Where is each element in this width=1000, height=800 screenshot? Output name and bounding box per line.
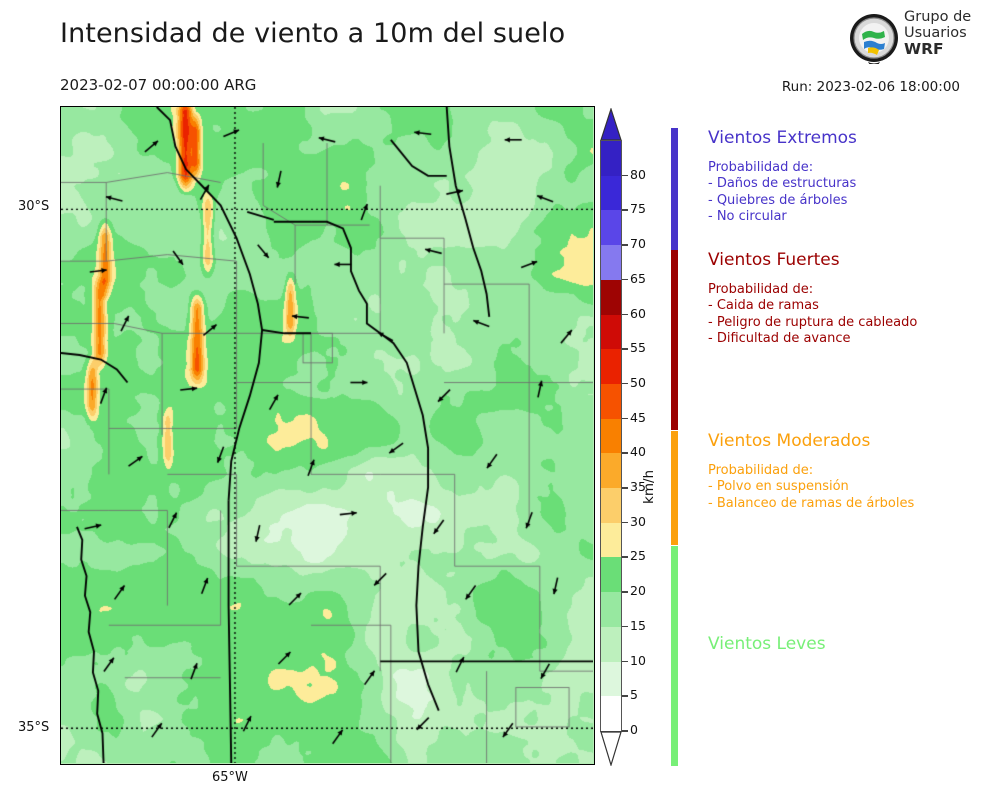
logo-line-2: Usuarios (904, 24, 967, 41)
colorbar-tick-20 (622, 591, 628, 593)
colorbar-tick-label-15: 15 (630, 617, 646, 633)
colorbar-tick-label-70: 70 (630, 236, 646, 252)
valid-time-label: 2023-02-07 00:00:00 ARG (60, 76, 257, 94)
globe-emblem-icon (850, 14, 898, 64)
colorbar-tick-30 (622, 521, 628, 524)
legend-detail-vientos-fuertes-0: Probabilidad de: (708, 282, 814, 297)
legend-detail-vientos-extremos-1: - Daños de estructuras (708, 176, 857, 192)
colorbar-tick-5 (622, 695, 628, 697)
legend-detail-vientos-fuertes-3: - Dificultad de avance (708, 330, 851, 346)
colorbar-band-40-45 (601, 418, 621, 454)
logo: Grupo de Usuarios WRF (848, 9, 998, 70)
colorbar-tick-60 (622, 313, 628, 316)
colorbar-tick-label-40: 40 (630, 444, 646, 460)
colorbar-tick-label-35: 35 (630, 479, 646, 495)
colorbar-tick-15 (622, 625, 628, 628)
colorbar-band-80-85 (601, 141, 621, 176)
colorbar-band-45-50 (601, 383, 621, 419)
lat-tick-label-35s: 35°S (18, 720, 50, 735)
legend-title-vientos-extremos: Vientos Extremos (708, 128, 857, 148)
colorbar-tick-35 (622, 487, 628, 489)
colorbar-tick-label-30: 30 (630, 513, 646, 529)
legend-color-bar-vientos-extremos (671, 128, 678, 269)
legend-detail-vientos-moderados-1: - Polvo en suspensión (708, 479, 849, 495)
legend-color-bar-vientos-fuertes (671, 250, 678, 430)
legend-color-bar-vientos-leves (671, 546, 678, 766)
colorbar-tick-0 (622, 730, 628, 732)
colorbar-bottom-arrow-icon (600, 731, 622, 766)
legend-category-vientos-fuertes: Vientos Fuertes Probabilidad de: - Caida d… (671, 250, 991, 430)
logo-line-3: WRF (904, 40, 944, 59)
colorbar-tick-label-10: 10 (630, 652, 646, 668)
legend-detail-vientos-extremos-0: Probabilidad de: (708, 160, 814, 175)
legend-detail-vientos-extremos-3: - No circular (708, 208, 787, 224)
legend-category-vientos-moderados: Vientos Moderados Probabilidad de: - Polvo… (671, 431, 991, 545)
colorbar-tick-label-5: 5 (630, 687, 638, 703)
legend-color-bar-vientos-moderados (671, 431, 678, 545)
colorbar-band-30-35 (601, 488, 621, 523)
colorbar-band-35-40 (601, 453, 621, 489)
colorbar-band-20-25 (601, 557, 621, 593)
run-time-label: Run: 2023-02-06 18:00:00 (781, 79, 960, 95)
wind-category-legend: Vientos Extremos Probabilidad de: - Daños … (671, 104, 991, 769)
colorbar-tick-25 (622, 556, 628, 558)
colorbar-tick-55 (622, 348, 628, 350)
colorbar-band-25-30 (601, 522, 621, 558)
colorbar-tick-75 (622, 209, 628, 211)
legend-detail-vientos-moderados-0: Probabilidad de: (708, 463, 814, 478)
legend-category-vientos-leves: Vientos Leves (671, 546, 991, 766)
wind-speed-map[interactable] (60, 106, 595, 765)
colorbar-band-70-75 (601, 210, 621, 246)
colorbar-tick-label-45: 45 (630, 409, 646, 425)
colorbar-tick-label-55: 55 (630, 340, 646, 356)
colorbar-band-15-20 (601, 592, 621, 627)
colorbar-tick-45 (622, 417, 628, 420)
colorbar-gradient (600, 140, 622, 732)
colorbar: 0 5 10 15 20 25 30 35 40 45 50 55 60 65 70 75 80 km/h (597, 104, 667, 769)
colorbar-band-10-15 (601, 626, 621, 662)
colorbar-band-65-70 (601, 245, 621, 280)
colorbar-band-50-55 (601, 349, 621, 384)
colorbar-tick-label-65: 65 (630, 270, 646, 286)
colorbar-top-arrow-icon (600, 108, 622, 141)
legend-detail-vientos-moderados-2: - Balanceo de ramas de árboles (708, 495, 915, 511)
colorbar-band-55-60 (601, 314, 621, 350)
colorbar-tick-label-75: 75 (630, 201, 646, 217)
legend-title-vientos-moderados: Vientos Moderados (708, 431, 871, 451)
map-field-canvas (61, 107, 593, 763)
logo-text: Grupo de Usuarios WRF (904, 9, 972, 59)
colorbar-band-5-10 (601, 661, 621, 697)
legend-title-vientos-leves: Vientos Leves (708, 634, 826, 654)
colorbar-units-label: km/h (641, 469, 657, 504)
colorbar-tick-50 (622, 382, 628, 385)
colorbar-tick-label-20: 20 (630, 583, 646, 599)
colorbar-tick-70 (622, 244, 628, 246)
colorbar-tick-label-80: 80 (630, 166, 646, 182)
legend-text-vientos-moderados: Vientos Moderados Probabilidad de: - Polvo… (708, 431, 914, 512)
lat-tick-label-30s: 30°S (18, 199, 50, 214)
colorbar-tick-80 (622, 174, 628, 177)
colorbar-band-0-5 (601, 696, 621, 731)
legend-detail-vientos-fuertes-1: - Caida de ramas (708, 298, 819, 314)
logo-line-1: Grupo de (904, 9, 972, 25)
colorbar-tick-40 (622, 452, 628, 454)
legend-title-vientos-fuertes: Vientos Fuertes (708, 250, 840, 270)
colorbar-band-75-80 (601, 175, 621, 211)
legend-text-vientos-fuertes: Vientos Fuertes Probabilidad de: - Caida d… (708, 250, 917, 347)
colorbar-tick-label-60: 60 (630, 305, 646, 321)
legend-text-vientos-extremos: Vientos Extremos Probabilidad de: - Daños … (708, 128, 857, 225)
legend-text-vientos-leves: Vientos Leves (708, 634, 826, 666)
colorbar-band-60-65 (601, 279, 621, 315)
colorbar-tick-label-0: 0 (630, 722, 638, 737)
colorbar-tick-10 (622, 660, 628, 663)
legend-category-vientos-extremos: Vientos Extremos Probabilidad de: - Daños … (671, 128, 991, 269)
colorbar-tick-65 (622, 278, 628, 281)
colorbar-tick-label-50: 50 (630, 374, 646, 390)
legend-detail-vientos-extremos-2: - Quiebres de árboles (708, 192, 848, 208)
colorbar-tick-label-25: 25 (630, 548, 646, 564)
page-title: Intensidad de viento a 10m del suelo (60, 18, 566, 49)
lon-tick-label-65w: 65°W (212, 770, 248, 785)
legend-detail-vientos-fuertes-2: - Peligro de ruptura de cableado (708, 314, 918, 330)
